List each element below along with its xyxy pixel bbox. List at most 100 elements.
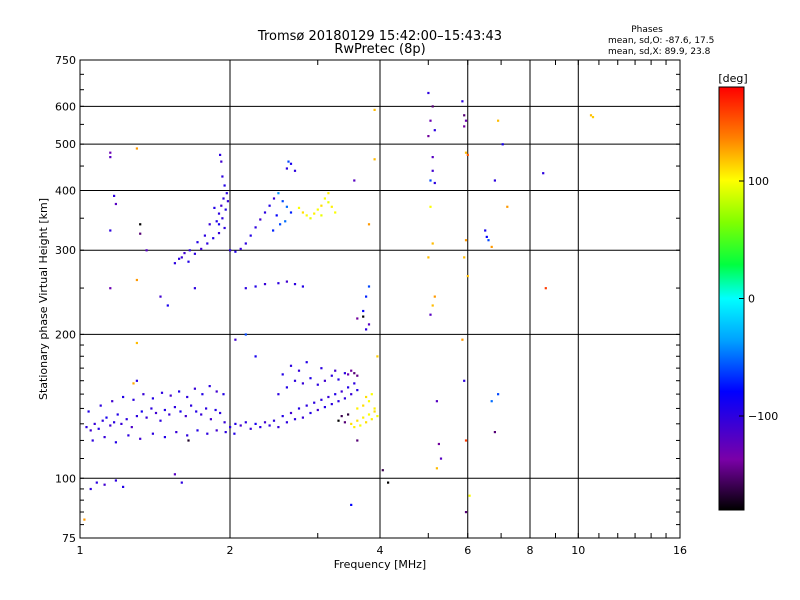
data-point: [297, 369, 301, 372]
data-point: [173, 473, 176, 476]
data-point: [350, 422, 353, 425]
data-point: [178, 390, 181, 393]
data-point: [122, 395, 125, 399]
data-point: [109, 424, 112, 427]
data-point: [200, 247, 203, 250]
data-point: [285, 421, 288, 424]
data-point: [381, 469, 384, 472]
data-point: [229, 249, 232, 252]
data-point: [97, 427, 100, 430]
data-point: [223, 421, 226, 424]
data-point: [373, 108, 376, 111]
data-point: [135, 379, 138, 382]
data-point: [330, 374, 333, 377]
y-tick-label: 75: [62, 532, 76, 545]
data-point: [281, 415, 284, 418]
data-point: [365, 395, 368, 399]
y-tick-label: 500: [55, 138, 76, 151]
data-point: [484, 229, 487, 232]
data-point: [362, 416, 365, 419]
data-point: [285, 280, 288, 283]
data-point: [293, 379, 297, 382]
data-point: [356, 407, 359, 410]
data-point: [91, 439, 94, 442]
data-point: [387, 481, 390, 484]
plot-grid: [80, 60, 680, 538]
data-point: [305, 361, 308, 364]
data-point: [135, 415, 138, 418]
data-point: [183, 252, 186, 255]
data-point: [343, 372, 346, 375]
data-point: [254, 285, 257, 288]
data-point: [431, 156, 434, 159]
data-point: [461, 338, 464, 341]
data-point: [431, 304, 434, 307]
data-point: [159, 295, 162, 298]
data-point: [186, 395, 189, 399]
data-point: [287, 160, 290, 163]
data-point: [279, 223, 282, 226]
data-point: [196, 429, 199, 432]
data-point: [316, 408, 319, 412]
data-point: [122, 485, 125, 488]
data-point: [293, 418, 297, 421]
colorbar-tick-label: −100: [748, 410, 778, 423]
y-axis-ticks: 75 100 200 300 400 500 600 750: [55, 54, 680, 545]
data-point: [429, 205, 432, 208]
data-point: [179, 410, 182, 413]
data-point: [281, 200, 284, 203]
data-point: [350, 369, 353, 372]
data-point: [239, 424, 242, 427]
data-point: [373, 158, 376, 161]
data-point: [289, 211, 293, 214]
data-point: [151, 432, 154, 435]
data-point: [272, 197, 276, 200]
data-point: [464, 239, 468, 242]
data-point: [367, 223, 371, 226]
y-tick-label: 200: [55, 328, 76, 341]
data-point: [464, 151, 468, 154]
data-point: [127, 434, 130, 437]
data-point: [285, 205, 288, 208]
data-point: [206, 432, 209, 435]
data-point: [220, 160, 223, 163]
data-point: [221, 217, 224, 220]
data-point: [109, 151, 112, 154]
data-point: [203, 234, 206, 237]
data-point: [367, 400, 371, 403]
data-point: [353, 426, 356, 429]
data-point: [297, 407, 301, 410]
data-point: [591, 116, 595, 119]
data-point: [356, 419, 359, 422]
data-point: [217, 232, 221, 235]
y-tick-label: 100: [55, 472, 76, 485]
data-point: [506, 205, 509, 208]
x-tick-label: 6: [464, 544, 471, 557]
data-point: [135, 147, 138, 150]
data-point: [184, 415, 187, 418]
data-point: [334, 369, 337, 372]
data-point: [353, 382, 356, 385]
data-point: [114, 479, 117, 482]
data-point: [433, 129, 436, 132]
data-point: [356, 389, 359, 392]
data-point: [313, 212, 316, 215]
data-point: [142, 393, 145, 396]
data-point: [93, 422, 96, 425]
data-point: [215, 390, 218, 393]
data-point: [234, 250, 237, 253]
data-point: [163, 408, 166, 412]
data-point: [105, 416, 108, 419]
data-point: [461, 100, 464, 103]
data-point: [309, 411, 312, 415]
data-point: [337, 400, 340, 403]
data-point: [427, 135, 430, 138]
data-point: [145, 249, 148, 252]
data-point: [305, 214, 308, 217]
data-point: [103, 483, 106, 486]
data-point: [320, 398, 323, 401]
data-point: [249, 234, 252, 237]
data-point: [221, 175, 224, 178]
data-point: [285, 386, 288, 389]
data-point: [196, 241, 199, 244]
